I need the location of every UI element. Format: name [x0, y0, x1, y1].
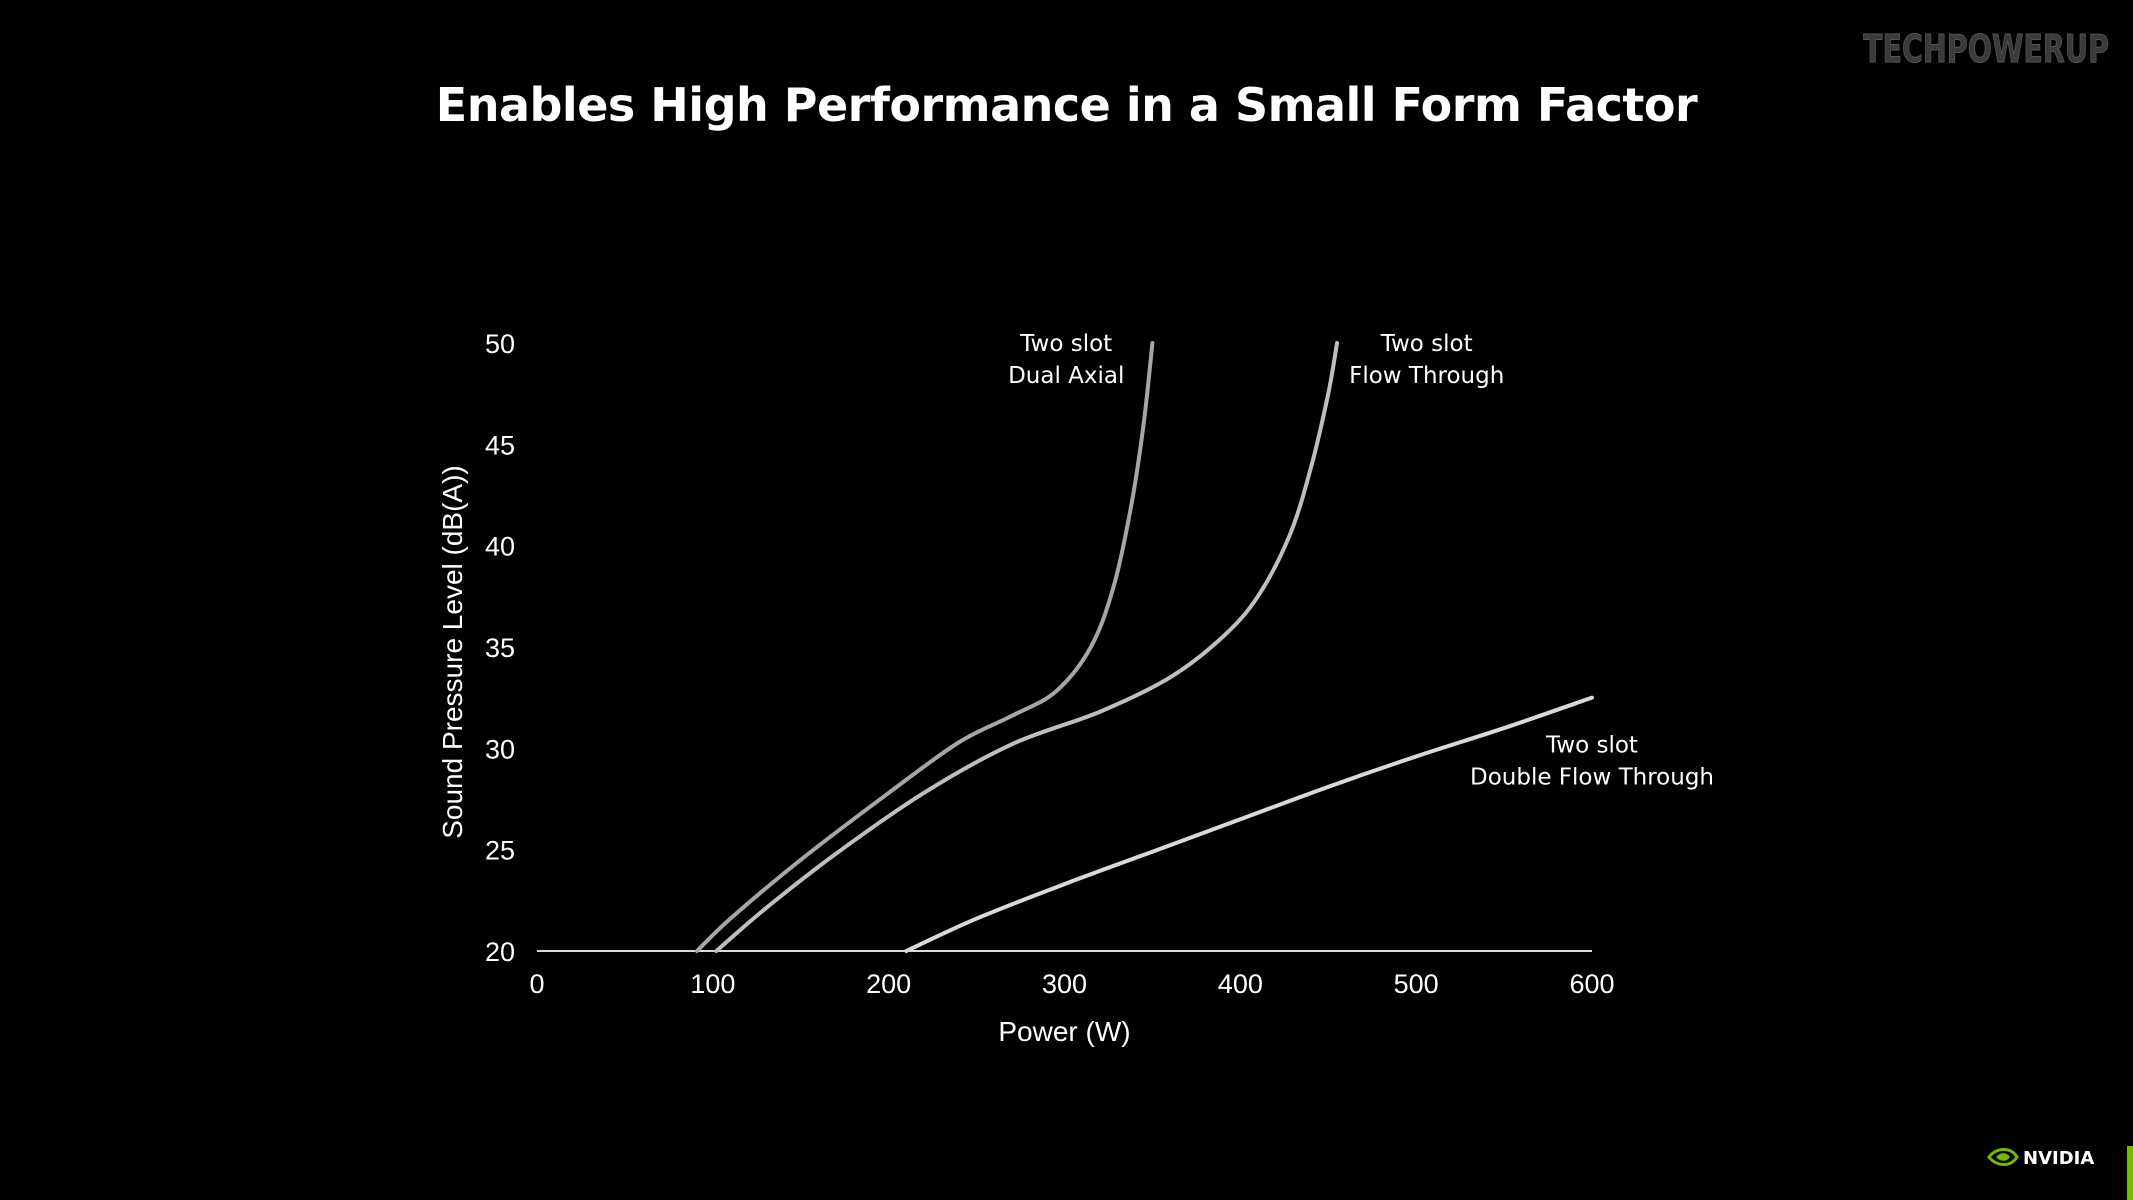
x-tick-label: 600: [1569, 969, 1614, 999]
series-line: [695, 341, 1155, 953]
series-line: [714, 341, 1340, 953]
y-tick-label: 50: [485, 329, 515, 359]
techpowerup-watermark: TECHPOWERUP: [1863, 27, 2110, 72]
series-layer: [695, 341, 1594, 953]
series-label: Two slot: [1019, 331, 1112, 357]
accent-bar: [2127, 1146, 2133, 1200]
series-label: Double Flow Through: [1470, 764, 1714, 790]
x-tick-label: 500: [1394, 969, 1439, 999]
series-label: Two slot: [1380, 331, 1473, 357]
x-tick-label: 300: [1042, 969, 1087, 999]
series-label: Two slot: [1545, 732, 1638, 758]
y-tick-label: 45: [485, 430, 515, 460]
nvidia-eye-icon: NVIDIA: [1987, 1148, 2094, 1169]
watermark-text: TECHPOWERUP: [1863, 27, 2109, 71]
nvidia-logo: NVIDIA: [1987, 1143, 2097, 1176]
nvidia-logo-text: NVIDIA: [2023, 1148, 2094, 1169]
y-axis-title: Sound Pressure Level (dB(A)): [437, 465, 468, 839]
y-tick-label: 20: [485, 937, 515, 967]
y-tick-label: 30: [485, 734, 515, 764]
x-axis-title: Power (W): [998, 1016, 1130, 1047]
slide-title: Enables High Performance in a Small Form…: [435, 78, 1698, 132]
x-tick-label: 0: [529, 969, 544, 999]
ticks: 0 100 200 300 400 500 600 20 25 30 35 40 45 50: [485, 329, 1615, 999]
series-label: Dual Axial: [1008, 363, 1124, 389]
y-tick-label: 35: [485, 633, 515, 663]
series-line: [904, 695, 1594, 953]
labels: Two slot Dual Axial Two slot Flow Through Tw…: [1008, 331, 1714, 790]
x-tick-label: 100: [690, 969, 735, 999]
y-tick-label: 25: [485, 836, 515, 866]
x-tick-label: 200: [866, 969, 911, 999]
y-tick-label: 40: [485, 532, 515, 562]
x-tick-label: 400: [1218, 969, 1263, 999]
series-label: Flow Through: [1349, 363, 1504, 389]
